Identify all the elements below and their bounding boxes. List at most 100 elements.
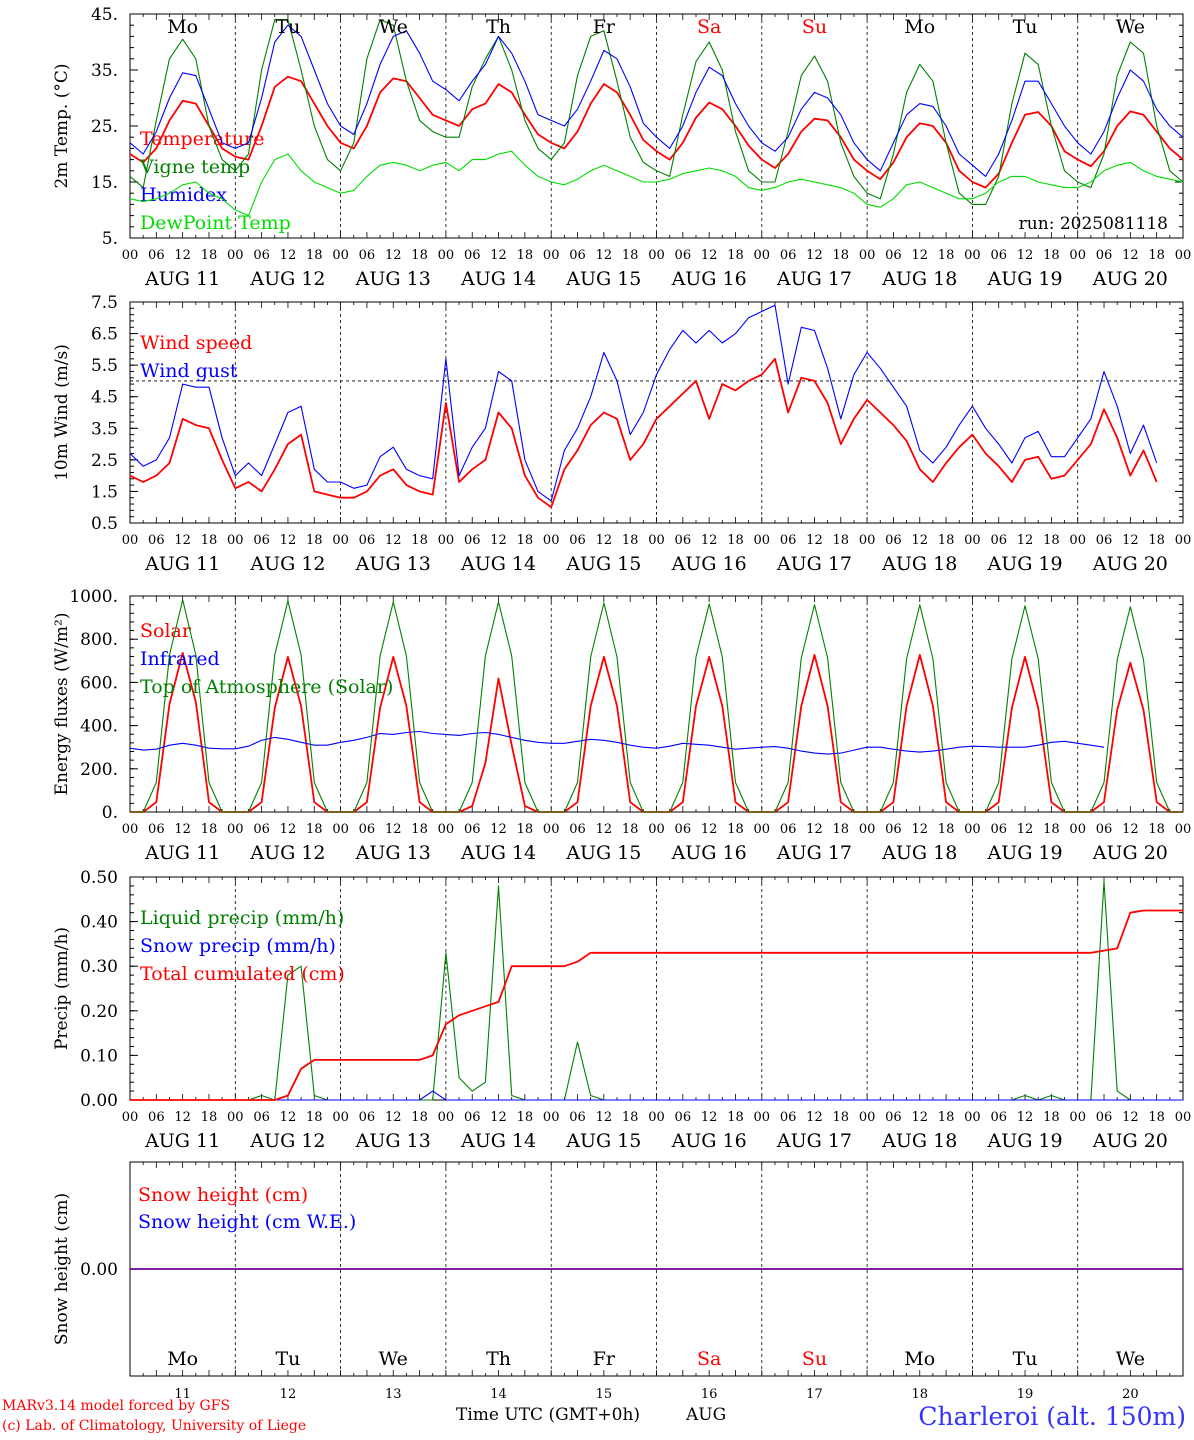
- legend-entry: Snow height (cm W.E.): [138, 1211, 356, 1233]
- date-label: AUG 19: [986, 1130, 1062, 1152]
- y-tick-label: 0.00: [80, 1091, 118, 1111]
- date-label: AUG 11: [144, 553, 220, 575]
- day-number-label: 16: [701, 1387, 718, 1402]
- hour-tick-label: 12: [596, 533, 613, 548]
- hour-tick-label: 00: [227, 533, 244, 548]
- date-label: AUG 16: [671, 268, 747, 290]
- date-label: AUG 15: [565, 553, 641, 575]
- hour-tick-label: 00: [543, 248, 560, 263]
- y-axis-label: Energy fluxes (W/m²): [52, 613, 72, 796]
- hour-tick-label: 18: [938, 822, 955, 837]
- hour-tick-label: 06: [1096, 1110, 1113, 1125]
- hour-tick-label: 18: [306, 822, 323, 837]
- hour-tick-label: 06: [359, 1110, 376, 1125]
- y-axis-label: 2m Temp. (°C): [52, 63, 72, 188]
- hour-tick-label: 12: [596, 248, 613, 263]
- panel-1: 5. 15. 25. 35. 45. 2m Temp. (°C) Temperature Vi…: [52, 5, 1191, 290]
- weekday-label: Tu: [275, 16, 300, 38]
- hour-tick-label: 06: [675, 533, 692, 548]
- y-tick-label: 0.5: [91, 514, 118, 534]
- weekday-label: Sa: [697, 1348, 721, 1370]
- panel-3: 0. 200. 400. 600. 800. 1000. Energy fluxes (W/…: [52, 587, 1191, 864]
- hour-tick-label: 18: [201, 533, 218, 548]
- station-label: Charleroi (alt. 150m): [918, 1402, 1186, 1431]
- day-number-label: 20: [1122, 1387, 1139, 1402]
- hour-tick-label: 00: [1069, 822, 1086, 837]
- hour-tick-label: 12: [911, 533, 928, 548]
- hour-tick-label: 12: [1017, 822, 1034, 837]
- weekday-label: Tu: [1013, 16, 1038, 38]
- hour-tick-label: 00: [438, 1110, 455, 1125]
- date-label: AUG 14: [460, 1130, 536, 1152]
- hour-tick-label: 06: [253, 248, 270, 263]
- date-label: AUG 18: [881, 553, 957, 575]
- date-label: AUG 11: [144, 842, 220, 864]
- hour-tick-label: 00: [648, 533, 665, 548]
- hour-tick-label: 12: [911, 248, 928, 263]
- weekday-label: Su: [802, 1348, 827, 1370]
- date-label: AUG 11: [144, 1130, 220, 1152]
- hour-tick-label: 06: [885, 248, 902, 263]
- legend-entry: Wind speed: [140, 332, 252, 354]
- weekday-label: Su: [802, 16, 827, 38]
- weekday-label: Fr: [593, 1348, 616, 1370]
- hour-tick-label: 00: [227, 248, 244, 263]
- series-line-3-2: [129, 730, 1105, 755]
- y-tick-label: 0.: [102, 803, 118, 823]
- hour-tick-label: 12: [1122, 248, 1139, 263]
- hour-tick-label: 18: [1148, 248, 1165, 263]
- weekday-label: Th: [486, 16, 511, 38]
- hour-tick-label: 00: [648, 822, 665, 837]
- y-tick-label: 400.: [80, 717, 118, 737]
- series-line-1-4: [129, 150, 1184, 217]
- date-label: AUG 17: [776, 553, 852, 575]
- date-label: AUG 20: [1092, 268, 1168, 290]
- date-label: AUG 12: [249, 842, 325, 864]
- hour-tick-label: 18: [517, 1110, 534, 1125]
- hour-tick-label: 00: [227, 822, 244, 837]
- day-number-label: 13: [385, 1387, 402, 1402]
- legend-entry: Snow height (cm): [138, 1184, 308, 1206]
- hour-tick-label: 18: [1043, 1110, 1060, 1125]
- hour-tick-label: 12: [701, 248, 718, 263]
- hour-tick-label: 18: [411, 822, 428, 837]
- date-label: AUG 11: [144, 268, 220, 290]
- hour-tick-label: 18: [727, 822, 744, 837]
- hour-tick-label: 18: [622, 533, 639, 548]
- date-label: AUG 19: [986, 268, 1062, 290]
- legend-entry: Total cumulated (cm): [140, 963, 345, 985]
- hour-tick-label: 12: [1122, 1110, 1139, 1125]
- hour-tick-label: 18: [833, 248, 850, 263]
- y-tick-label: 0.20: [80, 1002, 118, 1022]
- day-number-label: 12: [280, 1387, 297, 1402]
- hour-tick-label: 06: [780, 822, 797, 837]
- y-tick-label: 6.5: [91, 325, 118, 345]
- hour-tick-label: 00: [438, 822, 455, 837]
- hour-tick-label: 12: [596, 822, 613, 837]
- hour-tick-label: 18: [938, 248, 955, 263]
- hour-tick-label: 06: [148, 248, 165, 263]
- day-number-label: 14: [490, 1387, 507, 1402]
- hour-tick-label: 12: [806, 822, 823, 837]
- hour-tick-label: 12: [1122, 533, 1139, 548]
- series-line-1-3: [129, 24, 1184, 177]
- hour-tick-label: 00: [754, 533, 771, 548]
- date-label: AUG 12: [249, 1130, 325, 1152]
- hour-tick-label: 18: [727, 533, 744, 548]
- hour-tick-label: 06: [253, 822, 270, 837]
- y-tick-label: 1.5: [91, 482, 118, 502]
- legend-entry: Vigne temp: [139, 156, 250, 178]
- hour-tick-label: 12: [490, 533, 507, 548]
- hour-tick-label: 12: [1017, 533, 1034, 548]
- hour-tick-label: 06: [464, 533, 481, 548]
- hour-tick-label: 12: [911, 822, 928, 837]
- hour-tick-label: 18: [201, 822, 218, 837]
- date-label: AUG 20: [1092, 1130, 1168, 1152]
- hour-tick-label: 18: [1148, 822, 1165, 837]
- y-tick-label: 0.50: [80, 868, 118, 888]
- hour-tick-label: 06: [569, 533, 586, 548]
- hour-tick-label: 06: [1096, 822, 1113, 837]
- hour-tick-label: 12: [701, 822, 718, 837]
- y-tick-label: 0.00: [80, 1260, 118, 1280]
- legend-entry: Temperature: [140, 128, 264, 150]
